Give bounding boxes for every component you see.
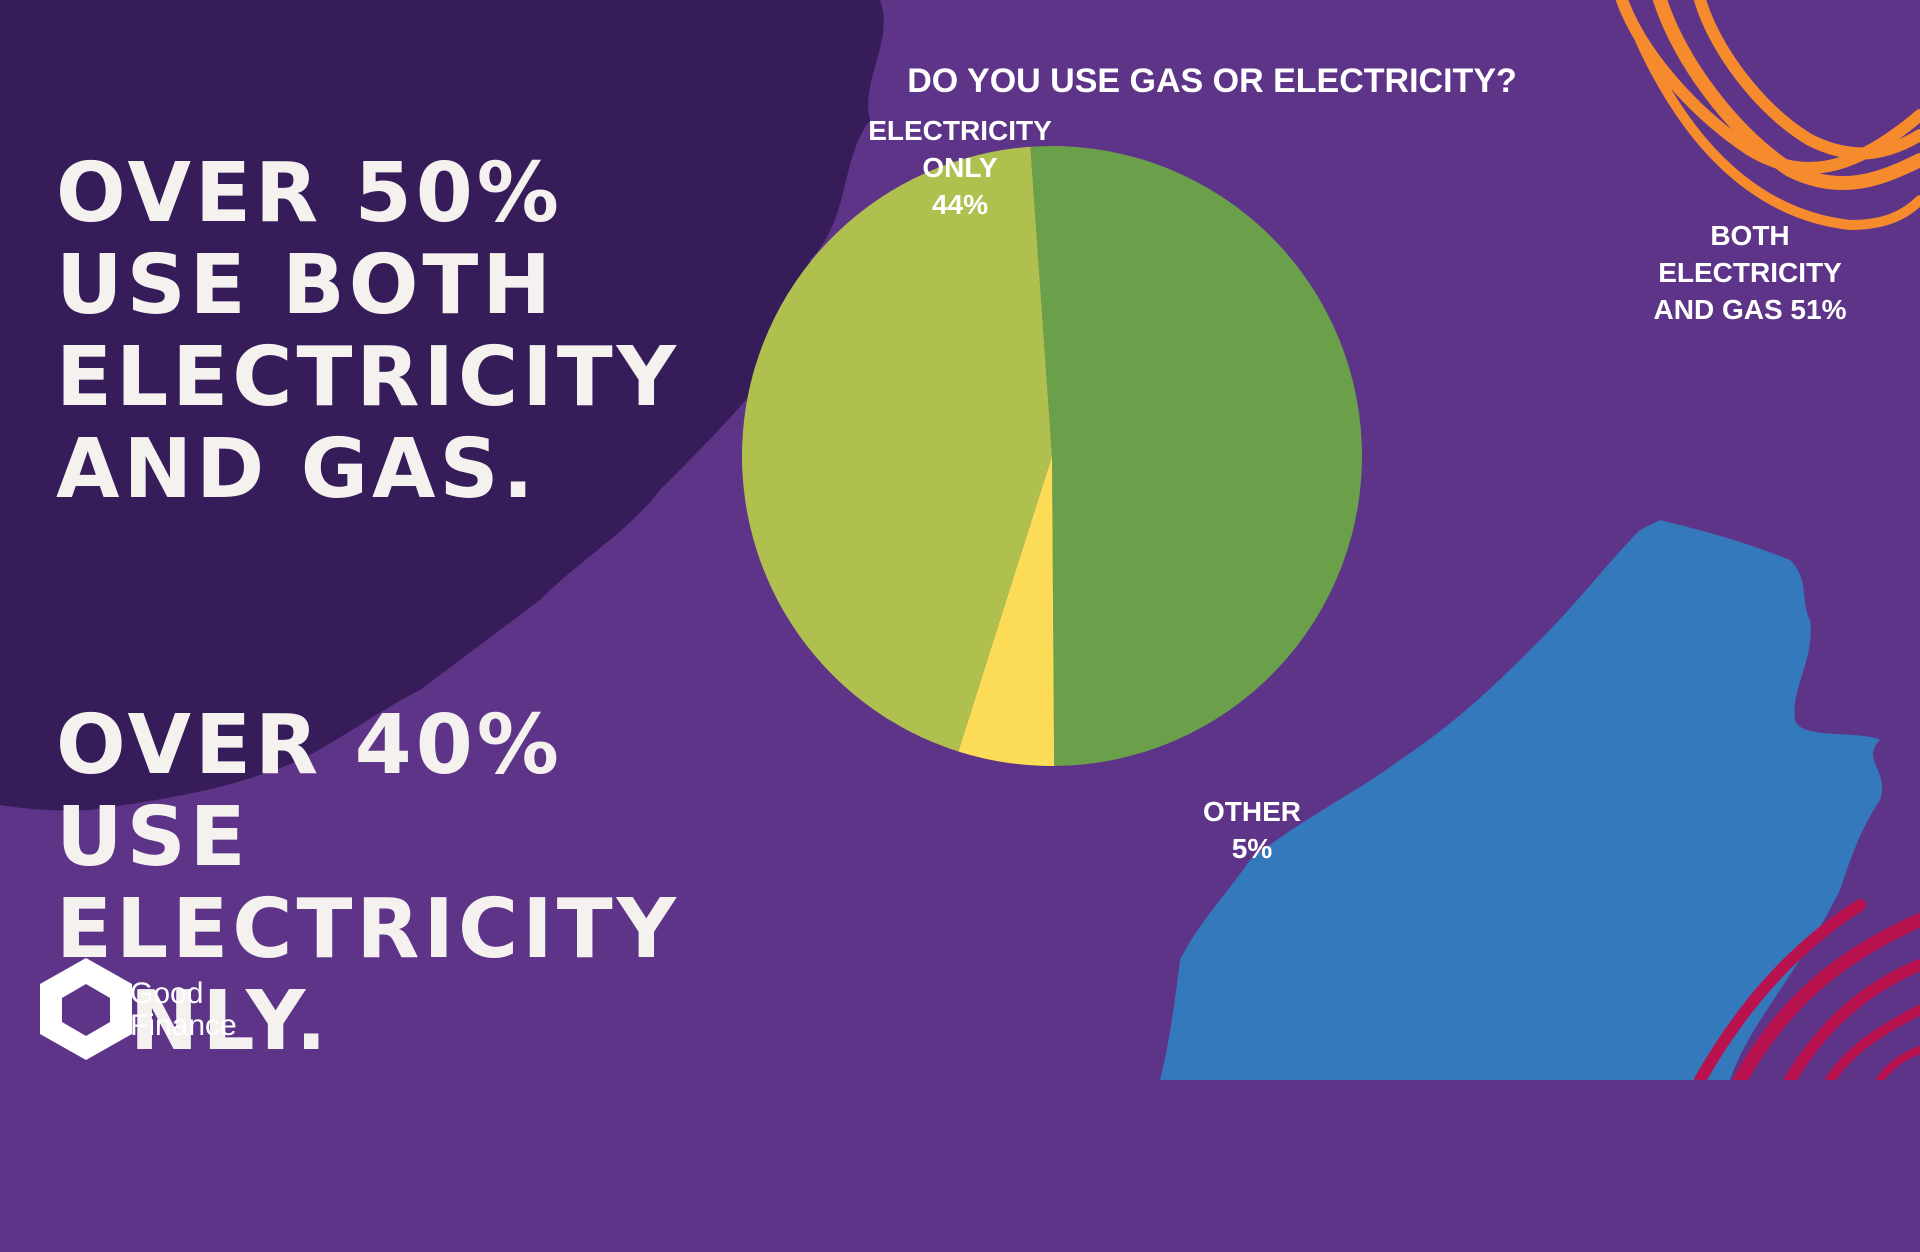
slice-label-line: ONLY xyxy=(922,152,998,183)
slice-label: BOTH ELECTRICITY AND GAS 51% xyxy=(1654,220,1847,325)
chart-title: DO YOU USE GAS OR ELECTRICITY? xyxy=(907,62,1517,100)
magenta-strokes xyxy=(1694,899,1920,1080)
brand-line-2: Finance xyxy=(130,1009,237,1042)
pie-slice xyxy=(1030,145,1363,766)
pie-slice xyxy=(958,456,1055,766)
pie-labels: BOTH ELECTRICITY AND GAS 51% OTHER 5% ELECTRI… xyxy=(868,115,1846,864)
pie-slice xyxy=(741,146,1052,752)
slice-label-line: BOTH xyxy=(1710,220,1789,251)
pie-slices xyxy=(741,145,1363,766)
headline-both: Over 50% use both electricity and gas. xyxy=(56,146,681,517)
slice-label-line: ELECTRICITY xyxy=(868,115,1052,146)
blue-brush-shape xyxy=(1160,520,1883,1080)
slice-label-line: ELECTRICITY xyxy=(1658,257,1842,288)
slice-label-line: 44% xyxy=(932,189,988,220)
dark-brush-shape xyxy=(0,0,884,811)
slice-label-line: AND GAS 51% xyxy=(1654,294,1847,325)
headline-text: Over 50% use both electricity and gas. O… xyxy=(56,56,676,1252)
orange-strokes xyxy=(1616,0,1920,231)
slice-label-line: 5% xyxy=(1232,833,1273,864)
background-decoration xyxy=(0,0,1920,1080)
good-finance-logo xyxy=(40,958,132,1060)
slice-label-line: OTHER xyxy=(1203,796,1301,827)
brand-line-1: Good xyxy=(130,977,204,1010)
slice-label: OTHER 5% xyxy=(1203,796,1301,864)
brand-name: Good Finance xyxy=(130,978,237,1042)
slice-label: ELECTRICITY ONLY 44% xyxy=(868,115,1052,220)
pie-chart: DO YOU USE GAS OR ELECTRICITY? BOTH ELECT… xyxy=(741,62,1847,864)
